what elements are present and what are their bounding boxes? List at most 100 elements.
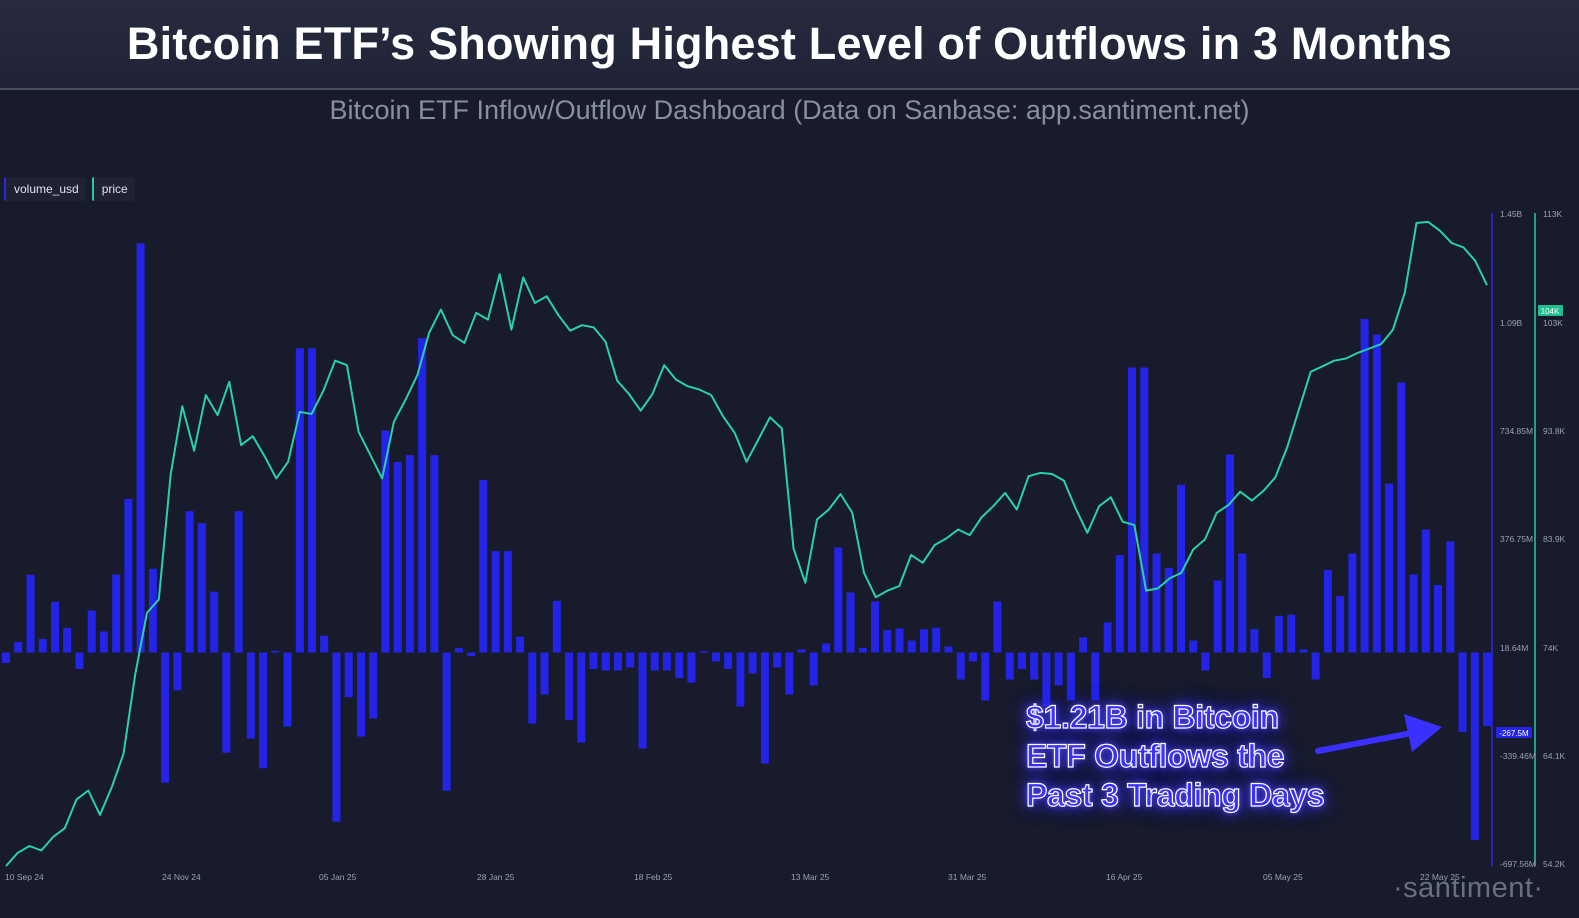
volume-bar	[1238, 553, 1247, 653]
volume-bar	[63, 627, 72, 653]
price-axis-tick: 93.8K	[1543, 426, 1566, 436]
volume-bar	[1201, 652, 1210, 671]
volume-bar	[283, 652, 292, 727]
volume-bar	[1115, 555, 1124, 653]
volume-bar	[577, 652, 586, 743]
date-axis-tick: 10 Sep 24	[5, 872, 44, 882]
volume-bar	[993, 601, 1002, 653]
volume-axis-tick: -697.56M	[1500, 859, 1536, 869]
volume-bar	[1336, 596, 1345, 653]
volume-bar	[614, 652, 622, 671]
volume-bar	[454, 648, 463, 653]
volume-axis-tick: 18.64M	[1500, 643, 1528, 653]
volume-bar	[1348, 553, 1357, 653]
volume-bar	[907, 640, 916, 653]
price-axis-tick: 74K	[1543, 643, 1558, 653]
annotation-line-1: $1.21B in Bitcoin	[1025, 698, 1279, 735]
volume-bar	[1226, 454, 1234, 653]
volume-bar	[565, 652, 573, 720]
annotation-line-3: Past 3 Trading Days	[1025, 776, 1325, 813]
volume-bar	[1311, 652, 1320, 680]
price-axis-tick: 54.2K	[1543, 859, 1566, 869]
current-price-marker: 104K	[1538, 305, 1563, 316]
volume-bar	[1152, 553, 1161, 653]
volume-bar	[711, 652, 720, 662]
date-axis-tick: 18 Feb 25	[634, 872, 673, 882]
title-banner: Bitcoin ETF’s Showing Highest Level of O…	[0, 0, 1579, 90]
volume-bar	[1299, 649, 1308, 653]
volume-bar	[650, 652, 659, 671]
volume-bar	[552, 600, 561, 653]
volume-bar	[1434, 585, 1442, 653]
volume-bar	[785, 652, 794, 695]
volume-bar	[136, 243, 145, 653]
volume-bar	[540, 652, 549, 695]
legend-price[interactable]: price	[91, 177, 135, 201]
volume-bar	[479, 480, 488, 653]
volume-bar	[944, 646, 953, 653]
volume-bar	[1140, 367, 1149, 653]
price-axis-tick: 103K	[1543, 318, 1563, 328]
volume-bar	[932, 627, 941, 653]
volume-bar	[1128, 367, 1136, 653]
volume-bar	[920, 629, 928, 653]
date-axis-tick: 13 Mar 25	[791, 872, 830, 882]
volume-bar	[1360, 318, 1369, 653]
volume-bar	[1091, 652, 1100, 701]
volume-bar	[1470, 652, 1479, 840]
volume-bar	[1030, 652, 1039, 680]
santiment-watermark: ·santiment·	[1393, 872, 1544, 904]
volume-bar	[724, 652, 733, 669]
volume-bar	[871, 601, 879, 653]
volume-bar	[222, 652, 231, 753]
legend-volume[interactable]: volume_usd	[4, 177, 86, 201]
page-title: Bitcoin ETF’s Showing Highest Level of O…	[126, 18, 1453, 69]
volume-bar	[1409, 574, 1418, 653]
volume-bar	[503, 551, 512, 653]
volume-bar	[736, 652, 745, 707]
volume-bar	[687, 652, 696, 683]
volume-bar	[834, 547, 843, 653]
volume-bar	[1483, 652, 1491, 726]
volume-bar	[405, 455, 414, 653]
date-axis-tick: 24 Nov 24	[162, 872, 201, 882]
volume-bar	[1054, 652, 1063, 686]
volume-bar	[467, 652, 476, 657]
volume-bar	[393, 462, 402, 653]
volume-bar	[308, 348, 316, 653]
volume-bar	[601, 652, 610, 671]
volume-bar	[259, 652, 267, 769]
volume-bar	[516, 636, 525, 653]
volume-bar	[161, 652, 170, 783]
volume-bar	[418, 338, 427, 653]
volume-bar	[1213, 580, 1222, 653]
volume-bar	[1189, 640, 1198, 653]
current-volume-marker: -267.5M	[1496, 727, 1532, 738]
volume-bar	[51, 601, 59, 653]
volume-bar	[1066, 652, 1075, 701]
volume-bar	[332, 652, 341, 822]
volume-bar	[662, 652, 671, 671]
current-volume-label: -267.5M	[1499, 729, 1529, 738]
date-axis-tick: 28 Jan 25	[477, 872, 515, 882]
volume-bars	[2, 243, 1491, 840]
volume-bar	[381, 430, 390, 653]
volume-bar	[699, 651, 708, 653]
volume-bar	[369, 652, 378, 719]
volume-axis-tick: -339.46M	[1500, 751, 1536, 761]
volume-bar	[1397, 382, 1406, 653]
annotation-line-2: ETF Outflows the	[1025, 737, 1285, 774]
volume-bar	[809, 652, 818, 686]
date-axis-tick: 05 May 25	[1263, 872, 1303, 882]
volume-bar	[26, 574, 35, 653]
volume-bar	[1042, 652, 1051, 707]
volume-axis-tick: 734.85M	[1500, 426, 1533, 436]
volume-bar	[1274, 615, 1283, 653]
volume-axis-tick: 376.75M	[1500, 534, 1533, 544]
volume-bar	[968, 652, 977, 662]
date-axis-ticks: 10 Sep 24 24 Nov 24 05 Jan 25 28 Jan 25 18 F…	[5, 872, 1460, 882]
date-axis-tick: 05 Jan 25	[319, 872, 357, 882]
volume-bar	[528, 652, 537, 724]
volume-bar	[675, 652, 684, 678]
